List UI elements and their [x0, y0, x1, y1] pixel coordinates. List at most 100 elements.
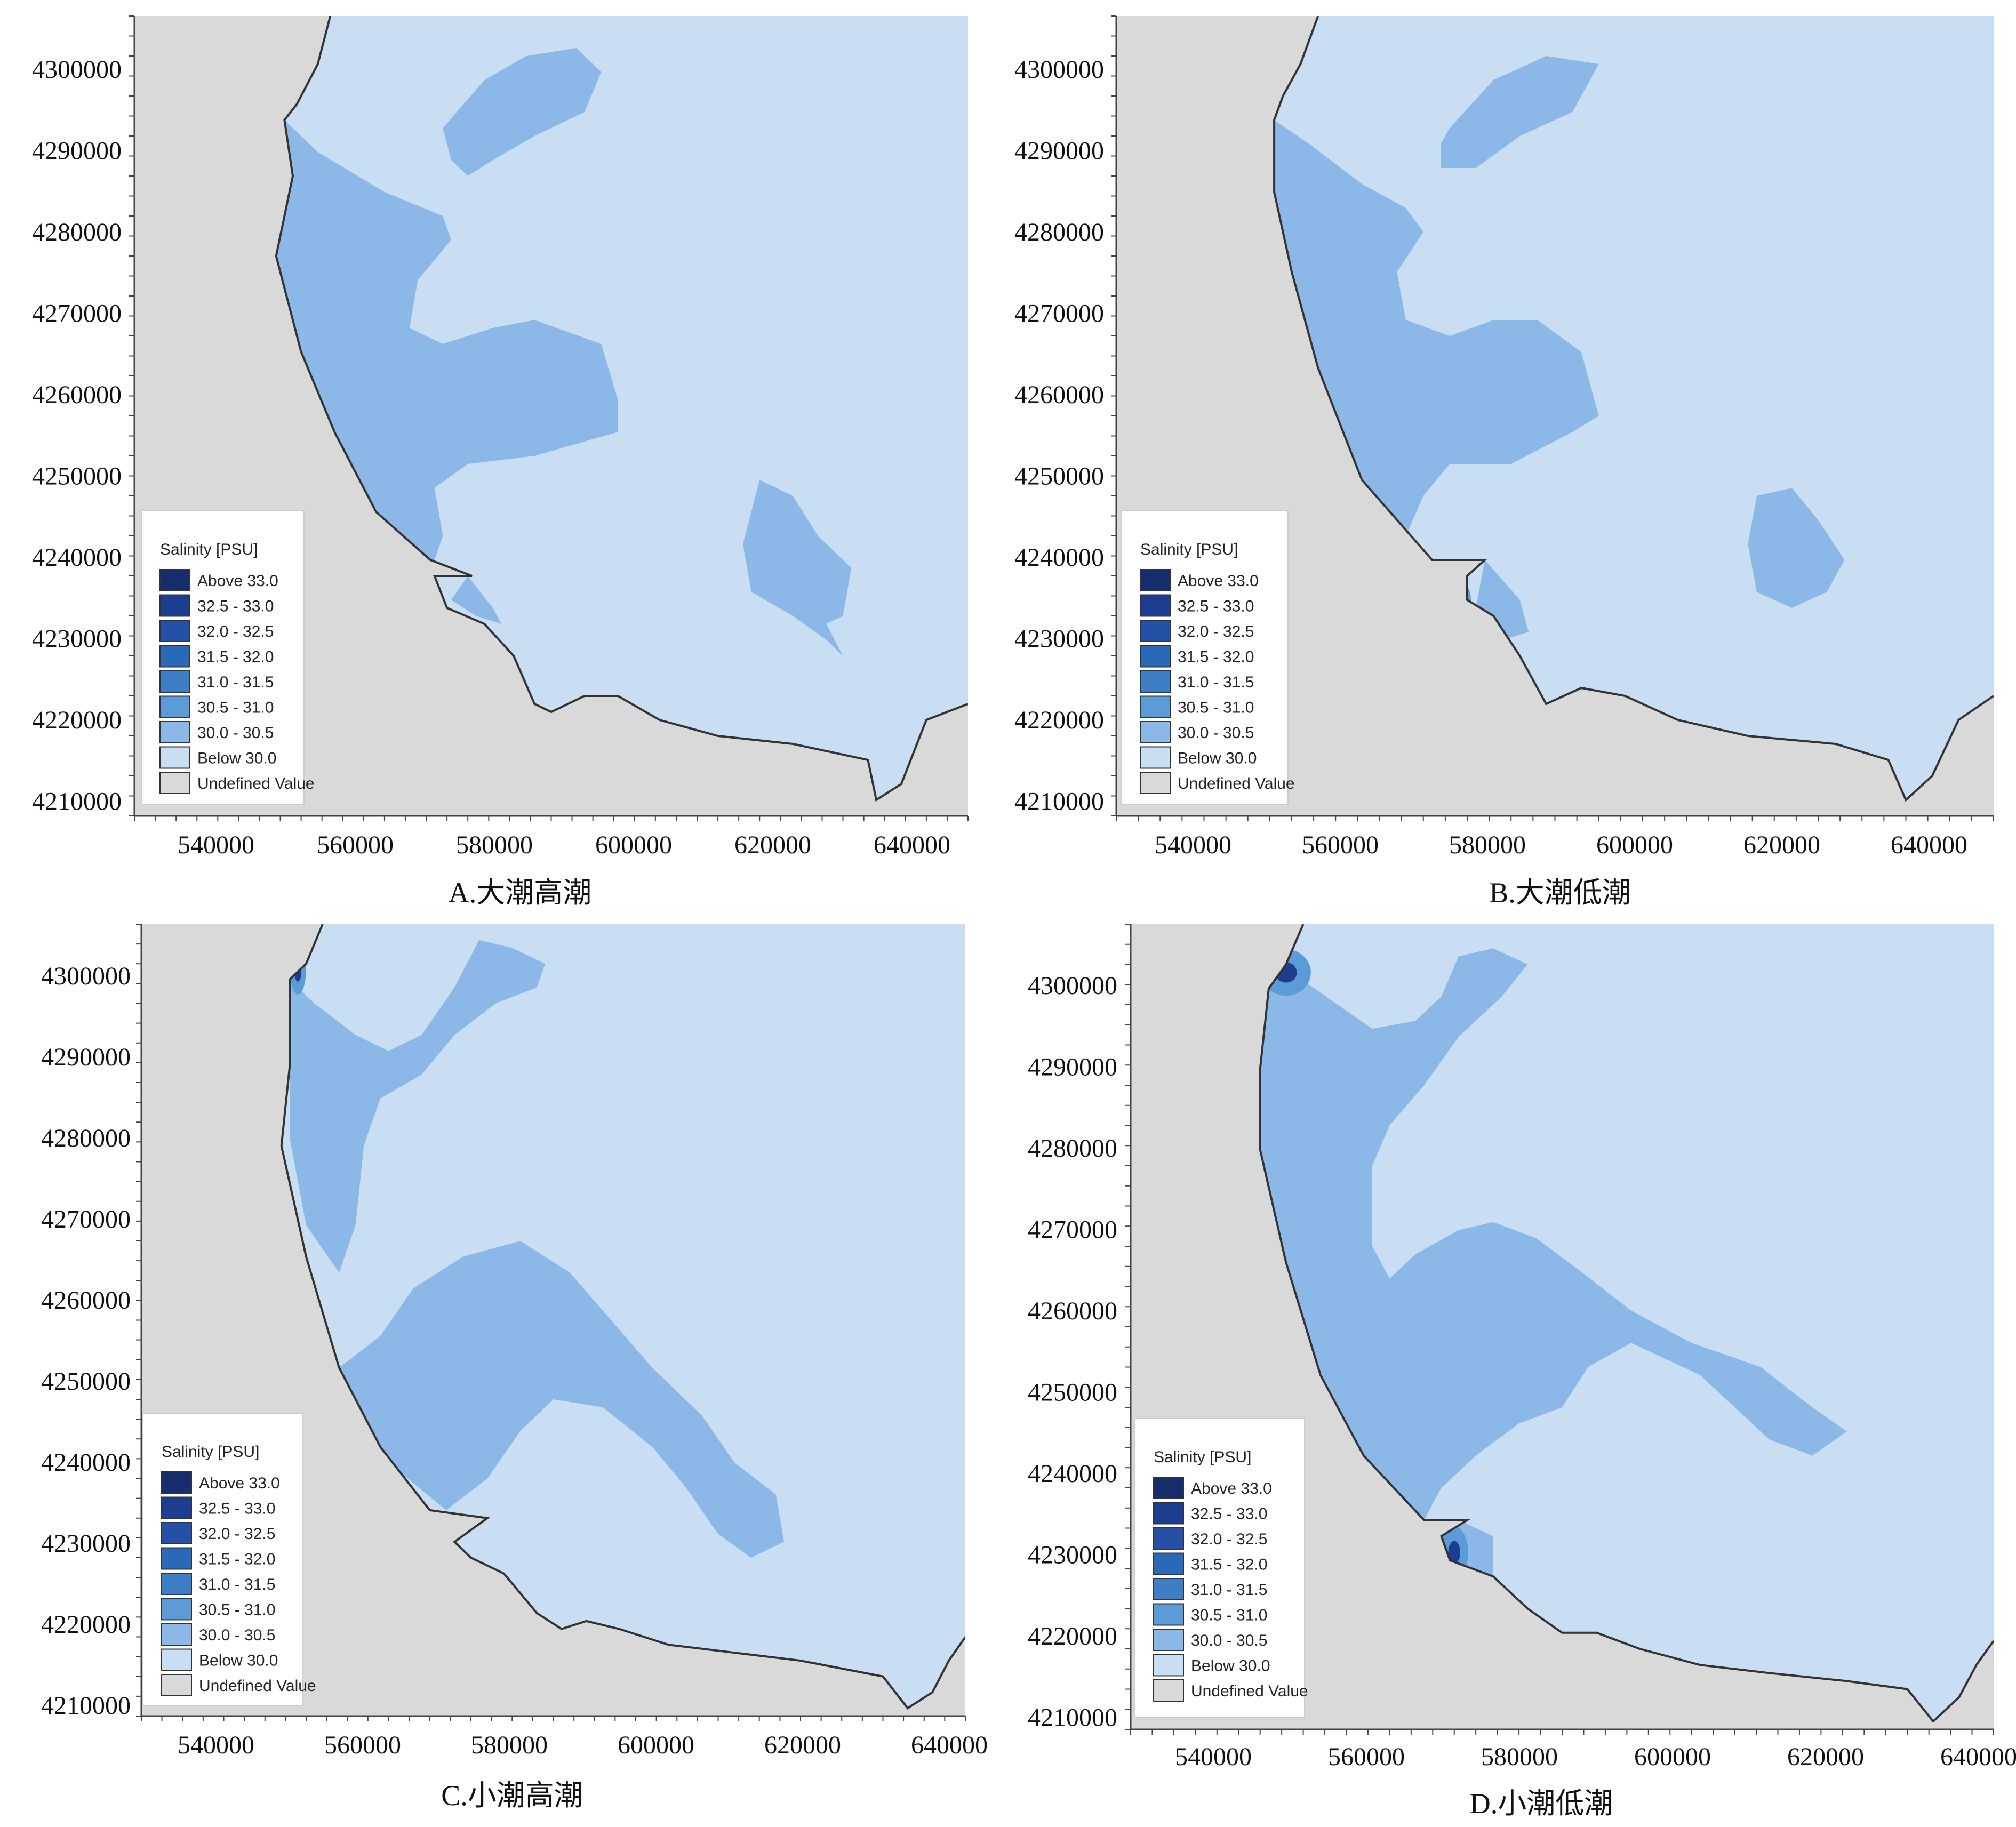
x-tick-label: 620000 [764, 1731, 841, 1759]
y-tick-label: 4280000 [32, 218, 122, 246]
salinity-patch-30-305 [451, 576, 501, 624]
y-tick-label: 4300000 [41, 962, 131, 990]
coastline [275, 16, 968, 802]
salinity-patch-30-305 [1274, 120, 1599, 560]
land-area [1116, 16, 1994, 816]
salinity-patch-30-305 [276, 120, 618, 560]
legend-swatch [159, 569, 190, 591]
legend-item-label: Undefined Value [197, 775, 315, 792]
legend-swatch [1140, 594, 1171, 617]
legend-title: Salinity [PSU] [1140, 541, 1238, 558]
y-tick-label: 4270000 [1014, 300, 1104, 328]
y-tick-label: 4240000 [1028, 1460, 1117, 1488]
legend-swatch [1153, 1679, 1184, 1702]
legend-item-label: 32.5 - 33.0 [1178, 598, 1254, 615]
legend-swatch [159, 772, 190, 794]
x-tick-label: 600000 [618, 1731, 694, 1759]
legend-item-label: Below 30.0 [1191, 1657, 1270, 1675]
legend-item-label: 31.5 - 32.0 [197, 648, 274, 666]
y-tick-label: 4300000 [1028, 972, 1117, 1000]
legend-swatch [161, 1573, 192, 1595]
salinity-hotspot-inner [1448, 1541, 1461, 1564]
panel-c: 4300000 4290000 4280000 4270000 4260000 42500… [41, 924, 988, 1812]
legend-item-label: 31.0 - 31.5 [1191, 1581, 1267, 1599]
legend-item-label: Undefined Value [1191, 1682, 1308, 1700]
legend-item-label: 30.0 - 30.5 [197, 724, 274, 742]
legend-swatch [161, 1623, 192, 1646]
y-tick-label: 4220000 [1014, 706, 1104, 734]
legend-swatch [1153, 1578, 1184, 1600]
legend-swatch [159, 695, 190, 718]
salinity-patch-30-305 [742, 480, 852, 656]
legend-swatch [159, 620, 190, 642]
legend-item-label: 30.5 - 31.0 [197, 699, 274, 717]
coastline [1259, 924, 1994, 1723]
y-tick-label: 4240000 [1014, 543, 1104, 572]
legend-swatch [159, 746, 190, 769]
land-area [141, 924, 965, 1716]
panel-caption: B.大潮低潮 [1489, 877, 1631, 909]
y-tick-label: 4220000 [1028, 1622, 1117, 1650]
legend-item-label: Undefined Value [199, 1677, 316, 1695]
legend-swatch [161, 1522, 192, 1544]
legend-swatch [1153, 1654, 1184, 1677]
panel-caption: C.小潮高潮 [441, 1780, 583, 1812]
y-tick-label: 4260000 [1028, 1297, 1117, 1325]
legend-item-label: Above 33.0 [199, 1475, 280, 1492]
legend-swatch [1153, 1477, 1184, 1499]
legend-item-label: 31.0 - 31.5 [197, 674, 274, 691]
salinity-patch-30-305 [443, 48, 602, 176]
x-tick-label: 640000 [1940, 1743, 2016, 1771]
legend-item-label: Below 30.0 [197, 750, 276, 767]
salinity-legend: Salinity [PSU] Above 33.0 32.5 - 33.0 32.0 … [142, 1413, 316, 1706]
legend-item-label: 30.5 - 31.0 [1191, 1607, 1267, 1624]
legend-item-label: 32.0 - 32.5 [1178, 623, 1254, 640]
coastline [1273, 16, 1994, 802]
y-tick-label: 4290000 [32, 137, 122, 165]
legend-swatch [1153, 1502, 1184, 1525]
legend-item-label: 30.5 - 31.0 [1178, 699, 1254, 717]
y-tick-label: 4230000 [1028, 1541, 1117, 1569]
legend-swatch [159, 721, 190, 743]
y-tick-label: 4210000 [1014, 788, 1104, 816]
y-tick-label: 4250000 [1014, 462, 1104, 491]
legend-item-label: 32.5 - 33.0 [197, 598, 274, 615]
y-tick-label: 4260000 [32, 381, 122, 409]
land-area [1131, 924, 1994, 1729]
legend-item-label: 30.0 - 30.5 [1191, 1632, 1267, 1649]
legend-title: Salinity [PSU] [1154, 1448, 1251, 1466]
legend-item-label: 31.0 - 31.5 [1178, 674, 1254, 691]
legend-swatch [159, 645, 190, 668]
legend-swatch [1140, 746, 1171, 769]
panel-b: 4300000 4290000 4280000 4270000 4260000 42500… [1014, 15, 1994, 909]
y-tick-label: 4210000 [1028, 1704, 1117, 1732]
legend-swatch [1140, 645, 1171, 668]
salinity-legend: Salinity [PSU] Above 33.0 32.5 - 33.0 32.0 … [141, 510, 315, 805]
legend-swatch [1140, 721, 1171, 743]
legend-item-label: 32.5 - 33.0 [199, 1500, 275, 1518]
panel-caption: A.大潮高潮 [449, 877, 592, 909]
x-tick-label: 580000 [471, 1731, 548, 1759]
legend-title: Salinity [PSU] [160, 541, 258, 558]
y-tick-label: 4210000 [32, 788, 122, 816]
y-tick-label: 4250000 [1028, 1379, 1117, 1407]
x-tick-label: 580000 [1449, 831, 1526, 859]
legend-item-label: Undefined Value [1178, 775, 1295, 792]
y-tick-label: 4260000 [41, 1286, 131, 1315]
y-tick-label: 4250000 [41, 1367, 131, 1396]
panel-caption: D.小潮低潮 [1470, 1788, 1613, 1820]
legend-item-label: 32.0 - 32.5 [197, 623, 274, 640]
legend-swatch [1153, 1603, 1184, 1626]
y-tick-label: 4290000 [41, 1043, 131, 1071]
legend-swatch [161, 1648, 192, 1671]
legend-item-label: 32.5 - 33.0 [1191, 1505, 1267, 1523]
legend-item-label: Above 33.0 [197, 572, 278, 590]
x-tick-label: 540000 [178, 1731, 254, 1759]
legend-swatch [1153, 1527, 1184, 1550]
x-tick-label: 600000 [1634, 1743, 1711, 1771]
salinity-patch-30-305 [1260, 948, 1847, 1520]
legend-swatch [161, 1496, 192, 1519]
y-tick-label: 4240000 [32, 543, 122, 572]
legend-swatch [1140, 569, 1171, 591]
